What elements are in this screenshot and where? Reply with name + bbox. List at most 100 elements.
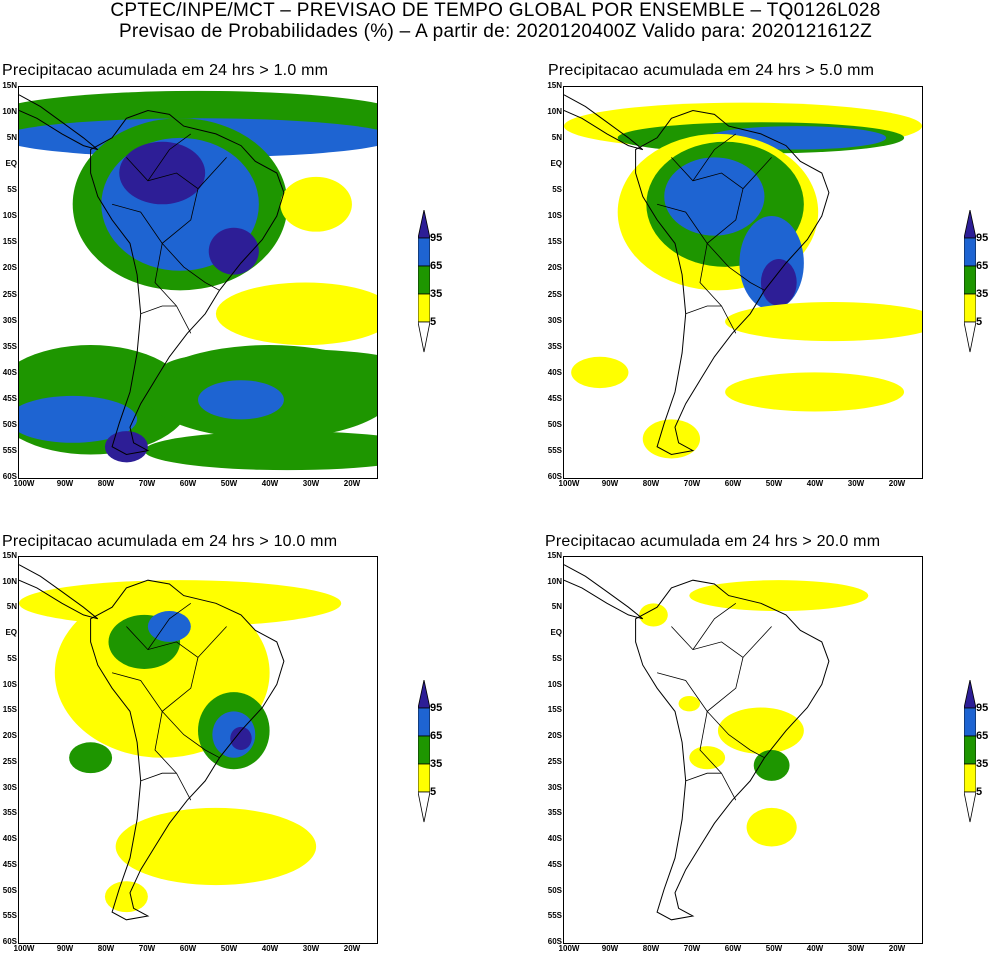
country-border bbox=[161, 711, 220, 759]
country-border bbox=[742, 157, 772, 189]
latitude-label: 30S bbox=[547, 315, 562, 325]
latitude-label: 45S bbox=[2, 393, 17, 403]
latitude-label: 55S bbox=[547, 445, 562, 455]
latitude-label: 5S bbox=[552, 653, 562, 663]
central-america-outline bbox=[564, 564, 644, 620]
latitude-label: 45S bbox=[547, 393, 562, 403]
longitude-label: 50W bbox=[765, 944, 783, 953]
probability-area bbox=[725, 302, 922, 342]
latitude-label: 10S bbox=[2, 679, 17, 689]
latitude-label: 25S bbox=[2, 756, 17, 766]
probability-area bbox=[664, 157, 765, 236]
latitude-label: 35S bbox=[547, 341, 562, 351]
probability-legend-1: 95 65 35 5 bbox=[417, 209, 458, 360]
legend-colorbar bbox=[417, 209, 431, 353]
latitude-label: 15N bbox=[547, 81, 562, 90]
longitude-label: 100W bbox=[13, 479, 35, 488]
country-border bbox=[111, 672, 163, 712]
longitude-label: 20W bbox=[888, 944, 906, 953]
map-field bbox=[564, 94, 922, 459]
central-america-outline bbox=[564, 94, 644, 151]
legend-swatch bbox=[417, 763, 431, 793]
country-border bbox=[685, 305, 722, 315]
longitude-label: 30W bbox=[302, 944, 320, 953]
probability-area bbox=[639, 603, 668, 627]
latitude-label: 15S bbox=[2, 705, 17, 715]
longitude-label: 80W bbox=[97, 944, 115, 953]
latitude-label: 5N bbox=[6, 602, 17, 612]
probability-area bbox=[104, 881, 148, 913]
latitude-label: 25S bbox=[2, 289, 17, 299]
country-border bbox=[742, 626, 772, 658]
longitude-label: 90W bbox=[601, 944, 619, 953]
probability-area bbox=[725, 372, 905, 412]
latitude-label: 50S bbox=[2, 419, 17, 429]
legend-swatch bbox=[963, 265, 977, 295]
country-border bbox=[126, 157, 199, 334]
continent-outline bbox=[635, 109, 830, 456]
latitude-label: 60S bbox=[547, 472, 562, 481]
probability-area bbox=[215, 282, 377, 346]
latitude-label: 55S bbox=[2, 911, 17, 921]
probability-map-1mm bbox=[18, 86, 378, 479]
latitude-label: 60S bbox=[2, 937, 17, 946]
probability-area bbox=[717, 707, 804, 754]
longitude-label: 100W bbox=[558, 479, 580, 488]
latitude-label: 15S bbox=[547, 705, 562, 715]
header-title: CPTEC/INPE/MCT – PREVISAO DE TEMPO GLOBA… bbox=[110, 0, 881, 21]
legend-swatch bbox=[963, 735, 977, 765]
legend-label: 35 bbox=[976, 288, 989, 300]
longitude-label: 60W bbox=[724, 944, 742, 953]
legend-label: 95 bbox=[976, 232, 989, 244]
longitude-label: 20W bbox=[888, 479, 906, 488]
legend-label: 65 bbox=[430, 730, 443, 742]
country-border bbox=[692, 602, 737, 650]
longitude-label: 50W bbox=[220, 944, 238, 953]
longitude-label: 30W bbox=[847, 944, 865, 953]
legend-colorbar bbox=[417, 679, 431, 823]
country-border bbox=[656, 203, 708, 244]
country-border bbox=[671, 626, 744, 801]
latitude-label: 10N bbox=[547, 107, 562, 117]
longitude-label: 80W bbox=[97, 479, 115, 488]
legend-label: 5 bbox=[430, 786, 437, 798]
probability-legend-3: 95 65 35 5 bbox=[417, 679, 458, 830]
country-border bbox=[685, 772, 722, 782]
latitude-label: 20S bbox=[2, 263, 17, 273]
legend-swatch bbox=[963, 293, 977, 323]
country-border bbox=[671, 157, 744, 334]
latitude-label: 10N bbox=[2, 576, 17, 586]
legend-swatch bbox=[963, 679, 977, 709]
probability-area bbox=[115, 807, 317, 886]
country-border bbox=[126, 626, 199, 801]
longitude-label: 20W bbox=[343, 479, 361, 488]
latitude-label: 45S bbox=[2, 859, 17, 869]
latitude-label: EQ bbox=[550, 628, 562, 638]
probability-area bbox=[280, 176, 352, 232]
latitude-label: 25S bbox=[547, 756, 562, 766]
probability-legend-2: 95 65 35 5 bbox=[963, 209, 991, 360]
legend-swatch bbox=[417, 321, 431, 353]
longitude-label: 90W bbox=[56, 944, 74, 953]
legend-swatch bbox=[963, 321, 977, 353]
probability-area bbox=[119, 141, 206, 205]
longitude-label: 70W bbox=[683, 944, 701, 953]
legend-colorbar bbox=[963, 209, 977, 353]
legend-swatch bbox=[417, 237, 431, 267]
probability-map-20mm bbox=[563, 556, 923, 944]
legend-swatch bbox=[417, 707, 431, 737]
country-border bbox=[706, 711, 765, 759]
latitude-label: 5N bbox=[6, 133, 17, 143]
country-border bbox=[656, 672, 708, 712]
latitude-label: 55S bbox=[547, 911, 562, 921]
legend-label: 65 bbox=[430, 260, 443, 272]
latitude-label: 35S bbox=[2, 341, 17, 351]
legend-label: 5 bbox=[976, 786, 983, 798]
legend-label: 5 bbox=[976, 316, 983, 328]
longitude-label: 60W bbox=[724, 479, 742, 488]
probability-area bbox=[147, 611, 191, 642]
latitude-label: 50S bbox=[2, 885, 17, 895]
latitude-label: 40S bbox=[2, 834, 17, 844]
latitude-label: 10S bbox=[547, 679, 562, 689]
legend-swatch bbox=[963, 791, 977, 823]
